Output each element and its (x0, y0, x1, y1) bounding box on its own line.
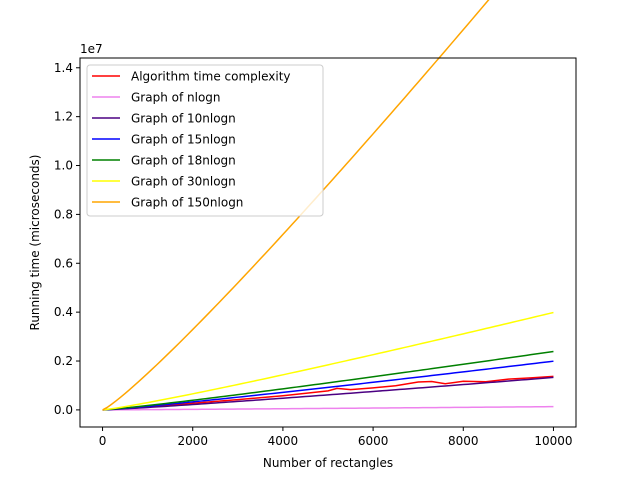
x-tick-label: 6000 (358, 434, 389, 448)
y-tick-label: 1.2 (54, 110, 73, 124)
legend-label: Graph of 18nlogn (131, 154, 236, 168)
legend-box (86, 64, 324, 217)
plot-frame (79, 57, 577, 428)
series-line-3 (102, 376, 554, 411)
x-tick-label: 0 (99, 434, 107, 448)
y-axis-multiplier: 1e7 (80, 42, 103, 56)
y-tick-label: 0.6 (54, 256, 73, 270)
legend: Algorithm time complexity Graph of nlogn G… (86, 64, 324, 217)
x-tick-label: 4000 (268, 434, 299, 448)
y-axis-label: Running time (microseconds) (28, 155, 42, 331)
x-axis: 0 2000 4000 6000 8000 10000 (99, 427, 573, 448)
y-tick-label: 0.2 (54, 354, 73, 368)
y-tick-label: 0.4 (54, 305, 73, 319)
legend-label: Graph of 10nlogn (131, 112, 236, 126)
y-tick-label: 0.8 (54, 207, 73, 221)
plot-lines (102, 0, 554, 411)
x-tick-label: 2000 (177, 434, 208, 448)
series-line-6 (102, 311, 554, 411)
x-axis-label: Number of rectangles (263, 456, 393, 470)
x-tick-label: 10000 (534, 434, 572, 448)
series-line-4 (102, 360, 554, 411)
series-line-1 (102, 375, 554, 411)
legend-label: Algorithm time complexity (131, 70, 291, 84)
y-tick-label: 1.0 (54, 159, 73, 173)
x-tick-label: 8000 (448, 434, 479, 448)
y-axis: 0.0 0.2 0.4 0.6 0.8 1.0 1.2 1.4 (54, 61, 80, 417)
y-tick-label: 1.4 (54, 61, 73, 75)
series-line-5 (102, 350, 554, 411)
legend-label: Graph of 150nlogn (131, 196, 243, 210)
y-tick-label: 0.0 (54, 403, 73, 417)
legend-label: Graph of 30nlogn (131, 175, 236, 189)
legend-label: Graph of 15nlogn (131, 133, 236, 147)
legend-label: Graph of nlogn (131, 91, 221, 105)
series-line-7 (102, 0, 490, 411)
series-line-2 (102, 405, 554, 411)
